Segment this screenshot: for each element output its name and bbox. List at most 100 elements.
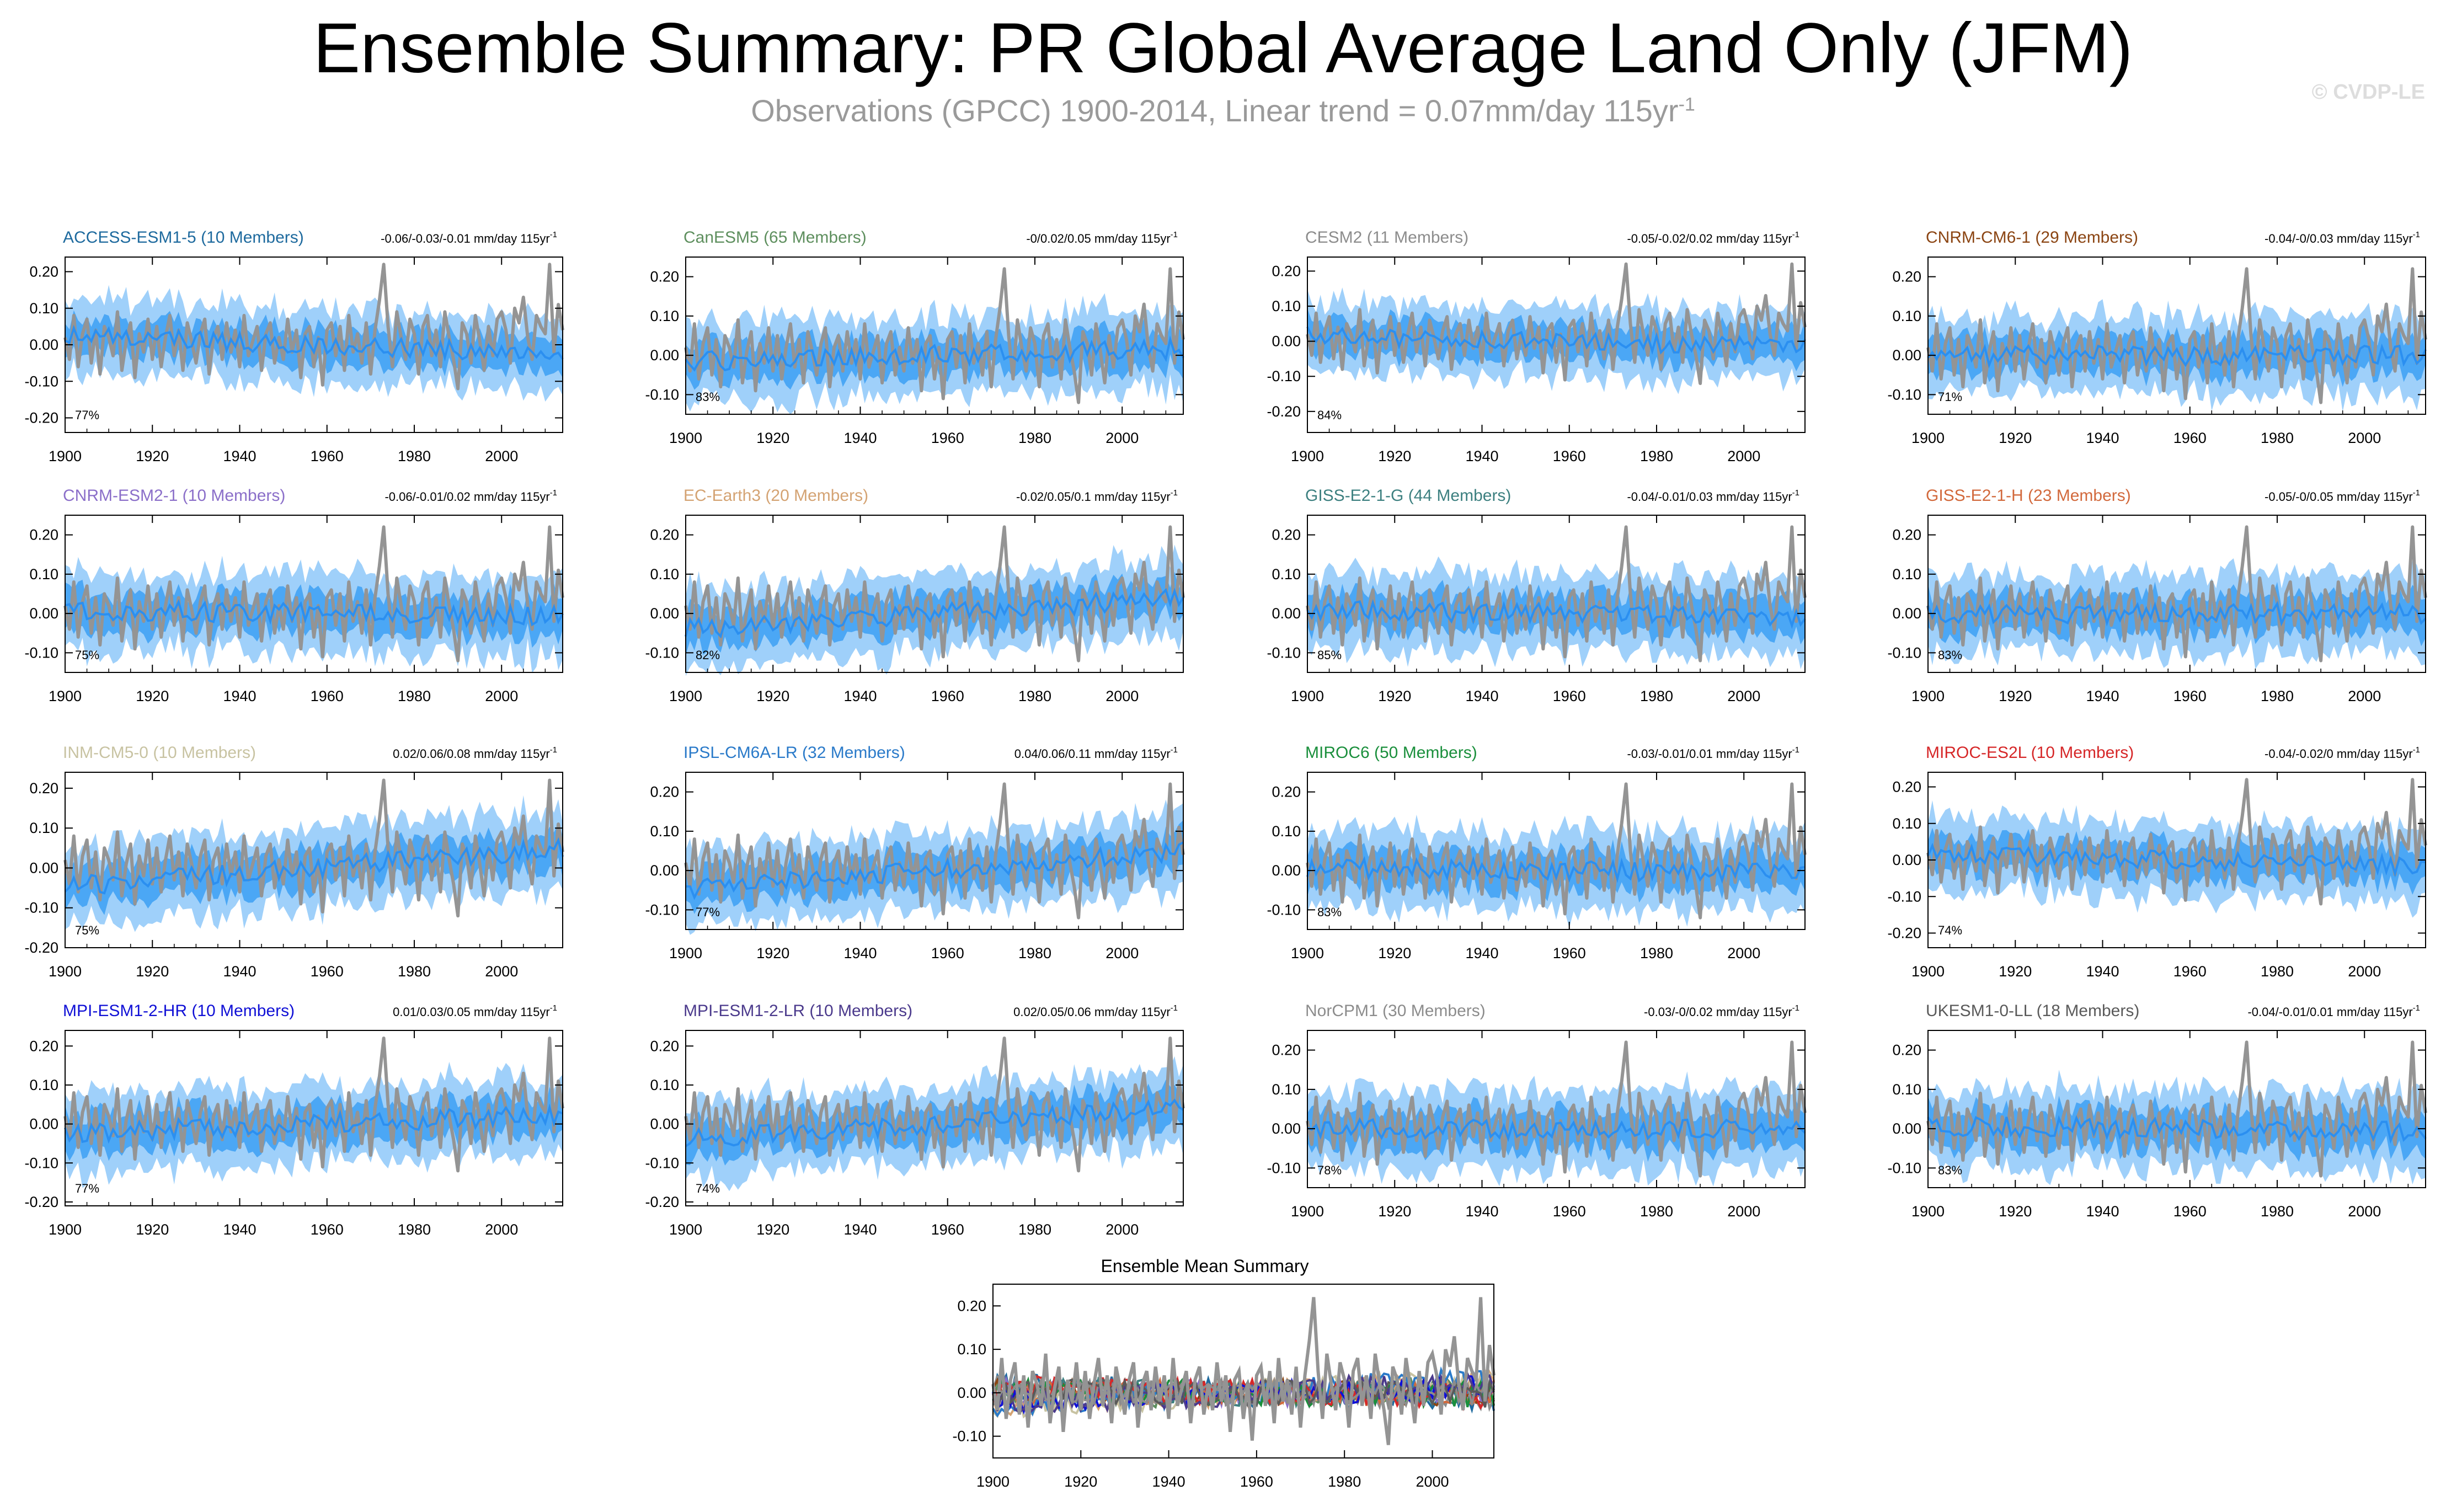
y-tick-label: 0.10 — [1272, 566, 1301, 583]
y-tick-label: -0.10 — [645, 386, 679, 403]
y-tick-label: 0.00 — [1272, 605, 1301, 622]
watermark: © CVDP-LE — [2311, 81, 2425, 104]
x-tick-label: 2000 — [2348, 430, 2381, 446]
ensemble-mean-line — [685, 335, 1184, 372]
panel-trend-text: -0.03/-0/0.02 mm/day 115yr-1 — [1644, 1003, 1799, 1019]
x-tick-label: 1920 — [756, 945, 789, 961]
y-tick-label: 0.10 — [1892, 308, 1921, 324]
percent-label: 77% — [696, 905, 720, 919]
y-tick-label: 0.10 — [650, 566, 679, 583]
x-tick-label: 1920 — [1999, 1203, 2032, 1220]
y-tick-label: 0.00 — [1892, 852, 1921, 868]
x-tick-label: 1940 — [1465, 1203, 1498, 1220]
y-tick-label: 0.20 — [29, 264, 58, 280]
x-tick-label: 2000 — [485, 963, 518, 980]
panel-11: MIROC-ES2L (10 Members) -0.04/-0.02/0 mm/… — [1887, 744, 2427, 980]
plot-frame — [65, 772, 563, 948]
percent-label: 75% — [75, 923, 99, 937]
panel-7: GISS-E2-1-H (23 Members) -0.05/-0/0.05 mm… — [1887, 487, 2427, 704]
panel-title: CESM2 (11 Members) — [1305, 228, 1468, 247]
x-tick-label: 1960 — [1553, 1203, 1586, 1220]
x-tick-label: 1900 — [669, 430, 702, 446]
x-tick-label: 1980 — [2261, 430, 2294, 446]
panel-trend-value: 0.01/0.03/0.05 mm/day 115yr — [393, 1005, 550, 1019]
panel-trend-value: -0.04/-0.01/0.01 mm/day 115yr — [2247, 1005, 2412, 1019]
x-tick-label: 1980 — [398, 1221, 431, 1238]
y-tick-label: 0.00 — [1892, 1120, 1921, 1137]
percent-label: 85% — [1317, 648, 1342, 662]
y-tick-label: 0.00 — [29, 1116, 58, 1132]
panel-trend-exponent: -1 — [550, 230, 557, 239]
y-tick-label: 0.10 — [650, 1077, 679, 1093]
x-tick-label: 1920 — [136, 1221, 169, 1238]
panel-trend-text: -0.05/-0/0.05 mm/day 115yr-1 — [2265, 488, 2420, 504]
x-tick-label: 1940 — [1152, 1473, 1185, 1490]
ensemble-mean-line — [64, 837, 564, 895]
panel-title: CNRM-ESM2-1 (10 Members) — [63, 487, 285, 505]
plot-frame — [65, 1030, 563, 1206]
x-tick-label: 1980 — [1018, 688, 1051, 704]
x-tick-label: 1980 — [1018, 430, 1051, 446]
panel-trend-text: -0/0.02/0.05 mm/day 115yr-1 — [1026, 230, 1178, 245]
y-tick-label: 0.10 — [1892, 815, 1921, 832]
x-tick-label: 1920 — [1378, 945, 1411, 961]
ensemble-mean-line — [65, 324, 564, 362]
observations-line — [684, 267, 1185, 404]
y-tick-label: 0.20 — [1272, 784, 1301, 800]
y-tick-label: 0.10 — [29, 566, 58, 583]
x-tick-label: 1980 — [1018, 945, 1051, 961]
x-tick-label: 2000 — [1727, 688, 1760, 704]
panel-trend-value: -0.05/-0/0.05 mm/day 115yr — [2265, 490, 2413, 504]
x-tick-label: 1940 — [223, 1221, 256, 1238]
ensemble-mean-line — [685, 587, 1184, 639]
x-tick-label: 1980 — [398, 448, 431, 464]
panel-0: ACCESS-ESM1-5 (10 Members) -0.06/-0.03/-0… — [24, 228, 564, 464]
x-tick-label: 1920 — [1999, 430, 2032, 446]
observations-line — [684, 1037, 1185, 1173]
y-tick-label: 0.00 — [650, 862, 679, 879]
panel-trend-value: 0.04/0.06/0.11 mm/day 115yr — [1014, 747, 1171, 761]
plot-frame — [1927, 1030, 2426, 1188]
y-tick-label: 0.20 — [650, 269, 679, 285]
y-tick-label: 0.20 — [650, 527, 679, 543]
x-tick-label: 1920 — [756, 430, 789, 446]
y-tick-label: 0.00 — [1272, 1120, 1301, 1137]
y-tick-label: 0.20 — [1272, 527, 1301, 543]
y-tick-label: 0.10 — [957, 1341, 986, 1358]
panel-trend-exponent: -1 — [1171, 488, 1178, 498]
panel-title: CanESM5 (65 Members) — [683, 228, 867, 247]
x-tick-label: 1940 — [2086, 963, 2119, 980]
panel-trend-exponent: -1 — [1792, 1003, 1799, 1013]
observations-line — [1306, 525, 1807, 662]
panel-5: EC-Earth3 (20 Members) -0.02/0.05/0.1 mm/… — [645, 487, 1185, 704]
page-title: Ensemble Summary: PR Global Average Land… — [313, 9, 2133, 88]
panel-trend-value: -0.04/-0.01/0.03 mm/day 115yr — [1627, 490, 1792, 504]
ensemble-mean-line — [1306, 326, 1806, 355]
y-tick-label: 0.10 — [1272, 823, 1301, 840]
panel-title: IPSL-CM6A-LR (32 Members) — [683, 744, 905, 762]
x-tick-label: 1980 — [1640, 1203, 1673, 1220]
x-tick-label: 1960 — [2173, 430, 2207, 446]
observations-line — [63, 778, 564, 918]
plot-frame — [1307, 772, 1806, 930]
ensemble-mean-line — [1306, 856, 1806, 884]
y-tick-label: 0.10 — [1892, 566, 1921, 583]
y-tick-label: -0.10 — [1887, 1160, 1921, 1176]
y-tick-label: 0.00 — [29, 605, 58, 622]
panel-trend-exponent: -1 — [2413, 1003, 2420, 1013]
y-tick-label: -0.10 — [952, 1428, 986, 1445]
x-tick-label: 2000 — [1727, 945, 1760, 961]
panel-trend-value: -0.03/-0/0.02 mm/day 115yr — [1644, 1005, 1792, 1019]
panel-trend-exponent: -1 — [1792, 230, 1799, 239]
panel-trend-text: -0.03/-0.01/0.01 mm/day 115yr-1 — [1627, 745, 1799, 761]
x-tick-label: 1900 — [1911, 688, 1945, 704]
panel-trend-exponent: -1 — [1171, 745, 1178, 755]
panel-trend-exponent: -1 — [2413, 230, 2420, 239]
panel-trend-text: -0.06/-0.03/-0.01 mm/day 115yr-1 — [381, 230, 557, 245]
panel-trend-exponent: -1 — [550, 745, 557, 755]
y-tick-label: -0.10 — [24, 900, 58, 916]
y-tick-label: 0.20 — [1892, 779, 1921, 795]
x-tick-label: 1960 — [931, 1221, 964, 1238]
x-tick-label: 1920 — [1064, 1473, 1097, 1490]
x-tick-label: 2000 — [1105, 945, 1139, 961]
